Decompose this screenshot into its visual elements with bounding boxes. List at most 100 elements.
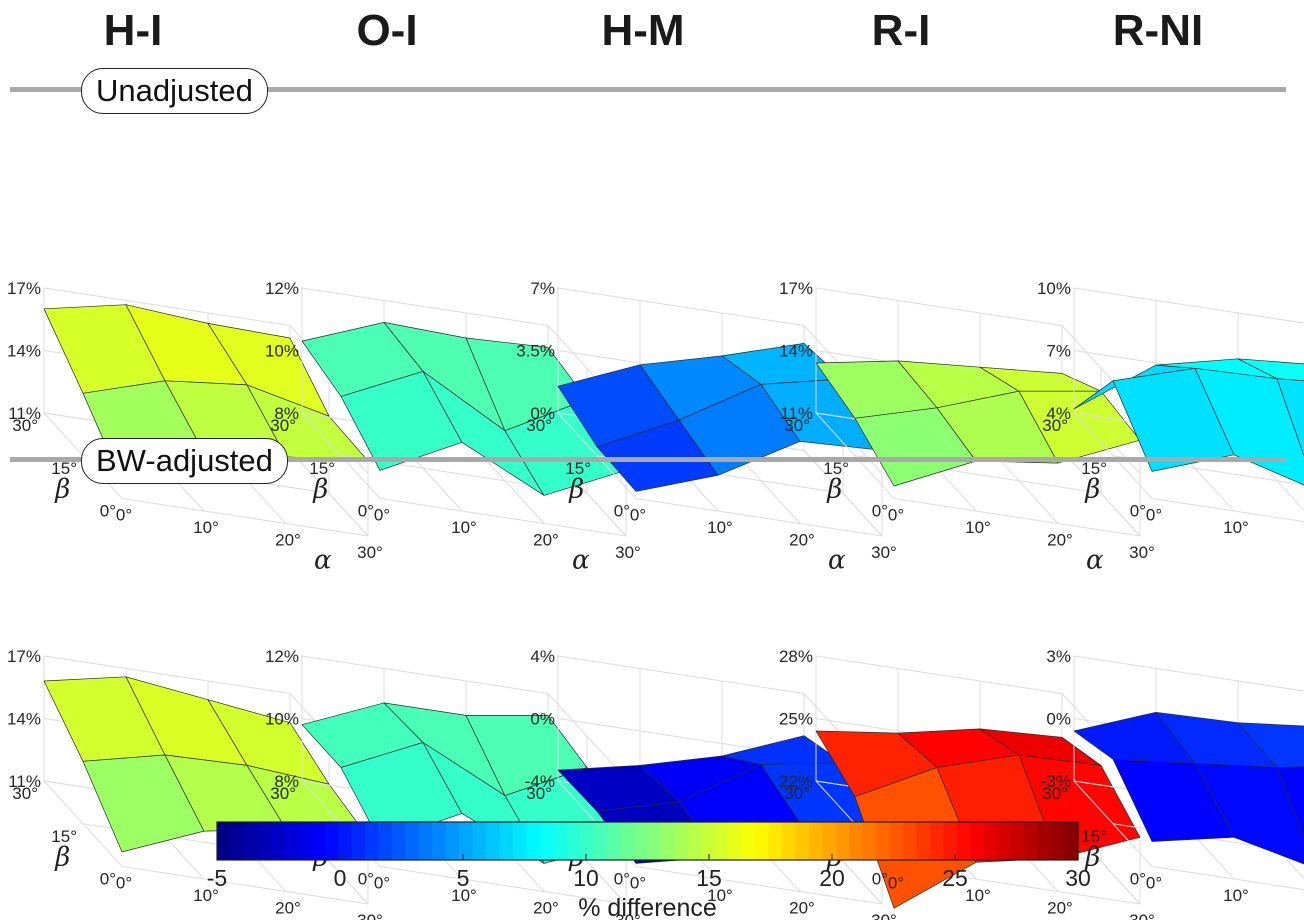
colorbar-segment — [822, 822, 837, 860]
colorbar-segment — [338, 822, 353, 860]
x-tick-label: 0° — [1146, 874, 1162, 893]
colorbar-segment — [1051, 822, 1066, 860]
colorbar-tick-label: 30 — [1065, 865, 1091, 891]
x-axis-label: α — [572, 546, 590, 576]
grid-line — [301, 287, 549, 326]
x-tick-label: 10° — [451, 518, 477, 537]
y-tick-label: 15° — [309, 459, 335, 478]
x-tick-label: 0° — [116, 506, 132, 525]
grid-line — [43, 655, 291, 694]
colorbar-segment — [217, 822, 232, 860]
x-tick-label: 0° — [116, 874, 132, 893]
column-title-r-ni: R-NI — [1112, 6, 1204, 55]
surface-plot-bw-adjusted-h-i: 11%14%17%30°15°0°0°10°20°30°βα — [7, 647, 383, 920]
z-tick-label: -4% — [525, 772, 555, 791]
colorbar-segment — [324, 822, 339, 860]
colorbar-segment — [270, 822, 285, 860]
x-tick-label: 10° — [707, 518, 733, 537]
colorbar-segment — [903, 822, 918, 860]
colorbar-label: % difference — [578, 894, 717, 920]
row-divider-unadjusted — [10, 87, 1286, 92]
colorbar-segment — [782, 822, 797, 860]
colorbar-tick-label: -5 — [207, 865, 227, 891]
z-tick-label: 0% — [530, 404, 555, 423]
colorbar-segment — [499, 822, 514, 860]
grid-line — [1073, 287, 1304, 324]
y-tick-label: 0° — [100, 502, 116, 521]
colorbar-segment — [620, 822, 635, 860]
colorbar-segment — [862, 822, 877, 860]
grid-line — [1151, 866, 1304, 891]
row-divider-bw-adjusted — [10, 457, 1286, 462]
z-tick-label: 4% — [1046, 404, 1071, 423]
surface-patch — [1276, 378, 1304, 457]
grid-line — [301, 655, 549, 694]
grid-line — [815, 655, 1063, 694]
y-tick-label: 0° — [100, 870, 116, 889]
colorbar-segment — [512, 822, 528, 860]
x-axis-label: α — [828, 546, 846, 576]
z-tick-label: 11% — [780, 404, 813, 423]
z-tick-label: 28% — [779, 647, 813, 666]
grid-line — [815, 287, 1063, 326]
colorbar-segment — [459, 822, 474, 860]
column-title-h-i: H-I — [103, 6, 163, 55]
y-tick-label: 30° — [1042, 416, 1068, 435]
y-tick-label: 15° — [51, 827, 77, 846]
y-tick-label: 30° — [784, 784, 810, 803]
colorbar-segment — [391, 822, 406, 860]
y-tick-label: 0° — [358, 502, 374, 521]
x-tick-label: 10° — [965, 886, 991, 905]
y-tick-label: 0° — [872, 870, 888, 889]
y-tick-label: 0° — [614, 502, 630, 521]
colorbar-segment — [432, 822, 447, 860]
colorbar-segment — [930, 822, 945, 860]
colorbar-segment — [405, 822, 420, 860]
surface-plot-unadjusted-h-i: 11%14%17%30°15°0° 0°10°20°30°βα — [7, 279, 383, 576]
x-tick-label: 20° — [275, 531, 301, 550]
y-tick-label: 15° — [1081, 827, 1107, 846]
colorbar-segment — [566, 822, 581, 860]
grid-line — [1073, 655, 1304, 692]
x-tick-label: 20° — [1047, 899, 1073, 918]
z-tick-label: 10% — [265, 342, 299, 361]
colorbar-segment — [472, 822, 487, 860]
colorbar-segment — [351, 822, 366, 860]
surface-plot-unadjusted-r-ni: 4%7%10%30°15°0°0°10°20°30°βα — [1037, 279, 1304, 537]
x-tick-label: 0° — [1146, 506, 1162, 525]
colorbar-segment — [243, 822, 258, 860]
grid-line — [635, 866, 883, 905]
z-tick-label: 11% — [8, 404, 41, 423]
x-tick-label: 0° — [888, 506, 904, 525]
y-tick-label: 0° — [614, 870, 630, 889]
colorbar-segment — [297, 822, 312, 860]
y-axis-label: β — [312, 474, 328, 504]
colorbar-segment — [889, 822, 904, 860]
colorbar-segment — [943, 822, 958, 860]
y-tick-label: 30° — [12, 416, 38, 435]
colorbar-segment — [486, 822, 501, 860]
x-axis-label: α — [828, 914, 846, 920]
y-tick-label: 30° — [270, 784, 296, 803]
colorbar-segment — [1024, 822, 1039, 860]
x-tick-label: 30° — [615, 543, 641, 562]
y-tick-label: 0° — [1130, 502, 1146, 521]
colorbar-segment — [997, 822, 1012, 860]
x-tick-label: 10° — [193, 518, 219, 537]
x-tick-label: 30° — [1129, 911, 1155, 920]
x-tick-label: 10° — [965, 518, 991, 537]
colorbar-tick-label: 15 — [696, 865, 722, 891]
y-tick-label: 30° — [1042, 784, 1068, 803]
z-tick-label: 8% — [274, 772, 299, 791]
colorbar-segment — [714, 822, 729, 860]
z-tick-label: 11% — [8, 772, 41, 791]
colorbar: -5 0 5 10 15 20 25 30 % difference — [207, 821, 1091, 920]
column-title-r-i: R-I — [871, 6, 931, 55]
y-tick-label: 15° — [1081, 459, 1107, 478]
x-tick-label: 0° — [630, 874, 646, 893]
colorbar-segment — [1037, 822, 1052, 860]
x-axis-label: α — [314, 914, 332, 920]
z-tick-label: 22% — [779, 772, 813, 791]
y-tick-label: 30° — [12, 784, 38, 803]
